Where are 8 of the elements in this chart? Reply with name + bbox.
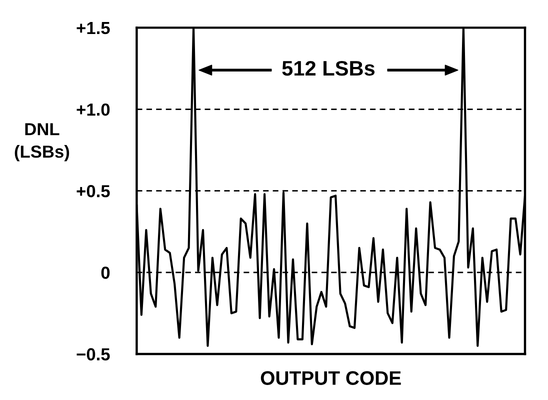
y-tick-label: +1.0 [76, 103, 110, 116]
y-axis-title: DNL (LSBs) [14, 123, 70, 162]
y-tick-label: −0.5 [76, 348, 110, 360]
y-tick-label: 0 [101, 266, 110, 279]
annotation: 512 LSBs [282, 60, 375, 76]
x-axis-title: OUTPUT CODE [260, 371, 401, 385]
y-tick-label: +0.5 [76, 185, 110, 198]
y-tick-label: +1.5 [76, 22, 110, 34]
